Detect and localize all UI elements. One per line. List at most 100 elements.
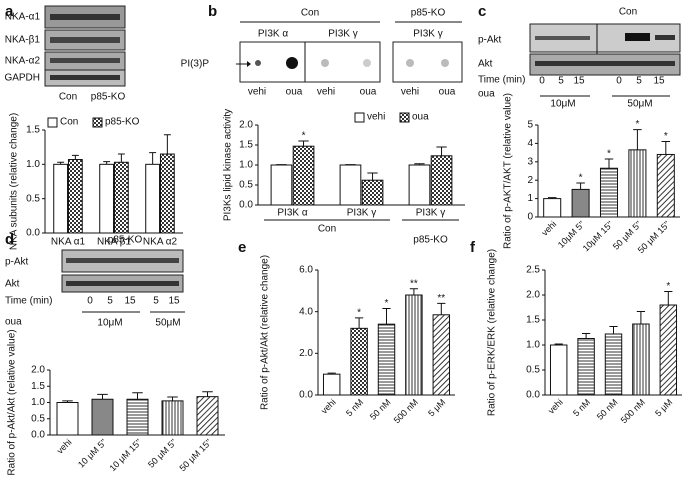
error-bar: [117, 153, 125, 163]
bar: [67, 159, 83, 234]
blot-label: Akt: [478, 59, 493, 70]
legend-swatch: [354, 112, 365, 123]
blot-label: 50μM: [627, 99, 652, 110]
error-bar: [163, 134, 171, 155]
blot-label: Con: [301, 8, 319, 19]
blot-label: p-Akt: [478, 35, 502, 46]
y-tick-label: 0.5: [239, 180, 253, 191]
y-tick-label: 1.5: [26, 125, 40, 136]
blot-label: Con: [619, 7, 637, 18]
x-tick-label: 500 nM: [619, 397, 647, 425]
x-tick-label: 5 nM: [571, 397, 592, 418]
bar: [632, 323, 650, 396]
blot-label: 5: [636, 76, 642, 87]
bar: [571, 188, 590, 218]
blot-label: Con: [59, 92, 77, 103]
y-tick-label: 1.0: [239, 160, 253, 171]
x-tick-label: vehi: [546, 397, 565, 416]
blot-label: PI3K α: [258, 29, 288, 40]
error-bar: [554, 343, 563, 345]
x-tick-label: NKA α1: [51, 237, 86, 248]
x-tick-label: 50 μM 15'': [177, 437, 213, 473]
error-bar: [581, 333, 591, 339]
bar: [377, 323, 396, 396]
error-bar: [327, 372, 336, 375]
legend-swatch: [399, 112, 410, 123]
x-tick-label: 5 μM: [426, 397, 447, 418]
legend-label: Con: [60, 117, 78, 128]
blot-label: GAPDH: [4, 73, 40, 84]
error-bar: [103, 161, 111, 165]
bar: [430, 155, 453, 206]
error-bar: [149, 152, 157, 165]
y-tick-label: 2.0: [299, 348, 313, 359]
y-tick-label: 5: [527, 120, 533, 131]
blot-label: 0: [87, 296, 93, 307]
blot-label: NKA-β1: [5, 35, 41, 46]
y-axis-label: NKA subunits (relative change): [9, 113, 20, 250]
panel-label: b: [208, 3, 217, 20]
significance: **: [410, 278, 418, 289]
significance: *: [635, 119, 639, 130]
legend-label: oua: [412, 112, 429, 123]
legend-label: p85-KO: [105, 117, 140, 128]
x-tick-label: 5 nM: [344, 397, 365, 418]
y-tick-label: 1.5: [239, 140, 253, 151]
group-label: p85-KO: [413, 235, 448, 246]
error-bar: [414, 163, 425, 165]
bar: [628, 149, 647, 218]
error-bar: [547, 197, 557, 199]
x-tick-label: 50 nM: [595, 397, 620, 422]
y-tick-label: 2.0: [239, 120, 253, 131]
bar: [53, 163, 69, 234]
y-tick-label: 2.0: [526, 290, 540, 301]
blot-label: 5: [107, 296, 113, 307]
blot-label: 50μM: [155, 318, 180, 329]
blot-label: 5: [153, 296, 159, 307]
blot-label: p-Akt: [5, 257, 29, 268]
significance: **: [437, 293, 445, 304]
error-bar: [633, 129, 642, 150]
error-bar: [202, 391, 213, 397]
error-bar: [664, 291, 673, 305]
blot-label: oua: [478, 89, 495, 100]
bar: [604, 333, 623, 396]
blot-label: oua: [5, 317, 22, 328]
error-bar: [604, 158, 614, 169]
error-bar: [636, 311, 646, 324]
significance: *: [357, 308, 361, 319]
significance: *: [385, 298, 389, 309]
y-axis-label: Ratio of p-AKT/AKT (relative value): [503, 93, 514, 249]
significance: *: [302, 131, 306, 142]
y-tick-label: 0: [527, 212, 533, 223]
y-tick-label: 0.0: [26, 228, 40, 239]
blot-label: PI3K γ: [328, 29, 357, 40]
significance: *: [666, 281, 670, 292]
y-tick-label: 2.0: [31, 365, 45, 376]
bar: [270, 164, 293, 206]
error-bar: [436, 146, 447, 156]
bar: [549, 344, 568, 396]
blot-label: 15: [653, 76, 665, 87]
x-tick-label: PI3K γ: [416, 208, 445, 219]
bar: [56, 402, 79, 436]
bar: [361, 179, 384, 206]
x-tick-label: 500 nM: [392, 397, 420, 425]
blot-label: PI3K γ: [413, 29, 442, 40]
significance: *: [607, 149, 611, 160]
bar: [659, 304, 678, 396]
y-tick-label: 2.5: [526, 265, 540, 276]
legend-label: vehi: [367, 112, 385, 123]
blot-label: 0: [539, 76, 545, 87]
bar: [292, 145, 315, 206]
blot-label: 15: [168, 296, 180, 307]
blot-label: 10μM: [550, 99, 575, 110]
x-tick-label: PI3K α: [277, 208, 307, 219]
y-tick-label: 1.0: [526, 340, 540, 351]
error-bar: [62, 400, 73, 403]
y-tick-label: 1.5: [526, 315, 540, 326]
panel-label: f: [470, 239, 476, 256]
blot-label: NKA-α1: [5, 12, 41, 23]
bar: [339, 164, 362, 206]
blot-label: oua: [439, 87, 456, 98]
